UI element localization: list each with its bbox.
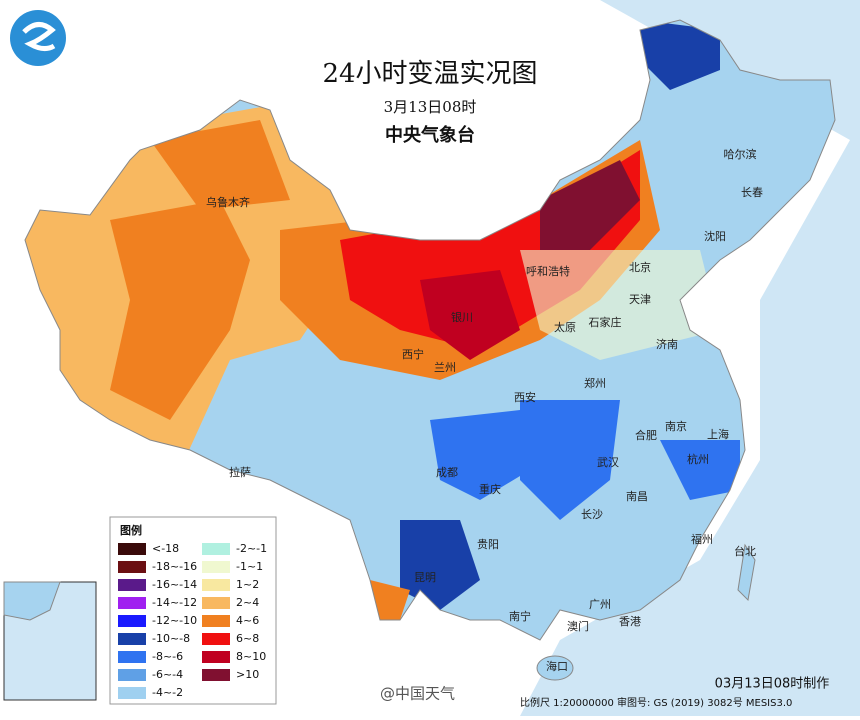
- legend-swatch: [202, 669, 230, 681]
- city: 银川: [451, 310, 473, 324]
- hainan: [536, 655, 574, 681]
- city: 北京: [629, 260, 651, 274]
- legend-label: -4~-2: [152, 686, 183, 699]
- city: 广州: [589, 598, 611, 611]
- scale: 比例尺 1:20000000 审图号: GS (2019) 3082号 MESI…: [520, 696, 792, 709]
- legend-swatch: [202, 579, 230, 591]
- legend-label: -14~-12: [152, 596, 197, 609]
- legend-swatch: [202, 561, 230, 573]
- legend-swatch: [118, 597, 146, 609]
- logo-mark: [22, 22, 56, 52]
- city: 澳门: [567, 619, 589, 633]
- legend-swatch: [118, 615, 146, 627]
- inset-land: [3, 581, 61, 621]
- legend-swatch: [202, 543, 230, 555]
- legend-swatch: [118, 579, 146, 591]
- legend-label: -6~-4: [152, 668, 183, 681]
- city: 海口: [546, 659, 568, 673]
- legend-swatch: [118, 687, 146, 699]
- legend-swatch: [118, 543, 146, 555]
- city: 长沙: [581, 508, 603, 521]
- made-time: 03月13日08时制作: [715, 677, 830, 692]
- taiwan: [737, 543, 756, 602]
- legend-label: 6~8: [236, 632, 259, 645]
- sea: [520, 0, 860, 716]
- city: 贵阳: [477, 538, 499, 551]
- legend-label: 4~6: [236, 614, 259, 627]
- city: 昆明: [414, 571, 436, 584]
- legend-swatch: [118, 669, 146, 681]
- city: 西宁: [402, 347, 424, 361]
- legend-label: 8~10: [236, 650, 266, 663]
- legend-swatch: [202, 615, 230, 627]
- legend-swatch: [118, 651, 146, 663]
- city: 乌鲁木齐: [206, 195, 250, 209]
- legend-label: -10~-8: [152, 632, 190, 645]
- city: 武汉: [597, 456, 619, 469]
- source: @中国天气: [380, 685, 455, 703]
- city: 南京: [665, 419, 687, 433]
- legend-swatch: [118, 561, 146, 573]
- title: 24小时变温实况图: [322, 59, 537, 89]
- legend-label: 1~2: [236, 578, 259, 591]
- city-labels: 乌鲁木齐 哈尔滨 长春 沈阳 北京 呼和浩特 天津 太原 石家庄 银川 济南 西…: [206, 147, 763, 673]
- city: 天津: [629, 293, 651, 306]
- city: 太原: [554, 321, 576, 334]
- legend-label: -18~-16: [152, 560, 197, 573]
- legend-label: -1~1: [236, 560, 263, 573]
- city: 拉萨: [229, 465, 251, 479]
- city: 长春: [741, 186, 763, 199]
- legend-label: -8~-6: [152, 650, 183, 663]
- city: 济南: [656, 337, 678, 351]
- legend-label: >10: [236, 668, 259, 681]
- legend-title: 图例: [120, 523, 142, 537]
- city: 郑州: [584, 376, 606, 390]
- legend-label: <-18: [152, 542, 179, 555]
- legend-swatch: [202, 651, 230, 663]
- city: 台北: [734, 544, 756, 558]
- legend-swatch: [202, 633, 230, 645]
- city: 沈阳: [704, 229, 726, 243]
- city: 福州: [691, 532, 713, 546]
- city: 南昌: [626, 490, 648, 503]
- city: 杭州: [687, 452, 709, 466]
- city: 呼和浩特: [526, 264, 570, 278]
- city: 兰州: [434, 361, 456, 374]
- legend-label: -12~-10: [152, 614, 197, 627]
- city: 西安: [514, 390, 536, 404]
- legend-label: -16~-14: [152, 578, 197, 591]
- city: 香港: [619, 615, 641, 628]
- city: 上海: [707, 427, 729, 441]
- city: 重庆: [479, 482, 501, 496]
- legend-swatch: [118, 633, 146, 645]
- city: 哈尔滨: [724, 147, 757, 161]
- city: 合肥: [635, 428, 657, 442]
- time: 3月13日08时: [384, 98, 477, 116]
- agency: 中央气象台: [385, 124, 475, 146]
- city: 成都: [436, 466, 458, 479]
- legend-swatch: [202, 597, 230, 609]
- city: 南宁: [509, 609, 531, 623]
- city: 石家庄: [589, 315, 622, 329]
- legend-label: -2~-1: [236, 542, 267, 555]
- legend-label: 2~4: [236, 596, 259, 609]
